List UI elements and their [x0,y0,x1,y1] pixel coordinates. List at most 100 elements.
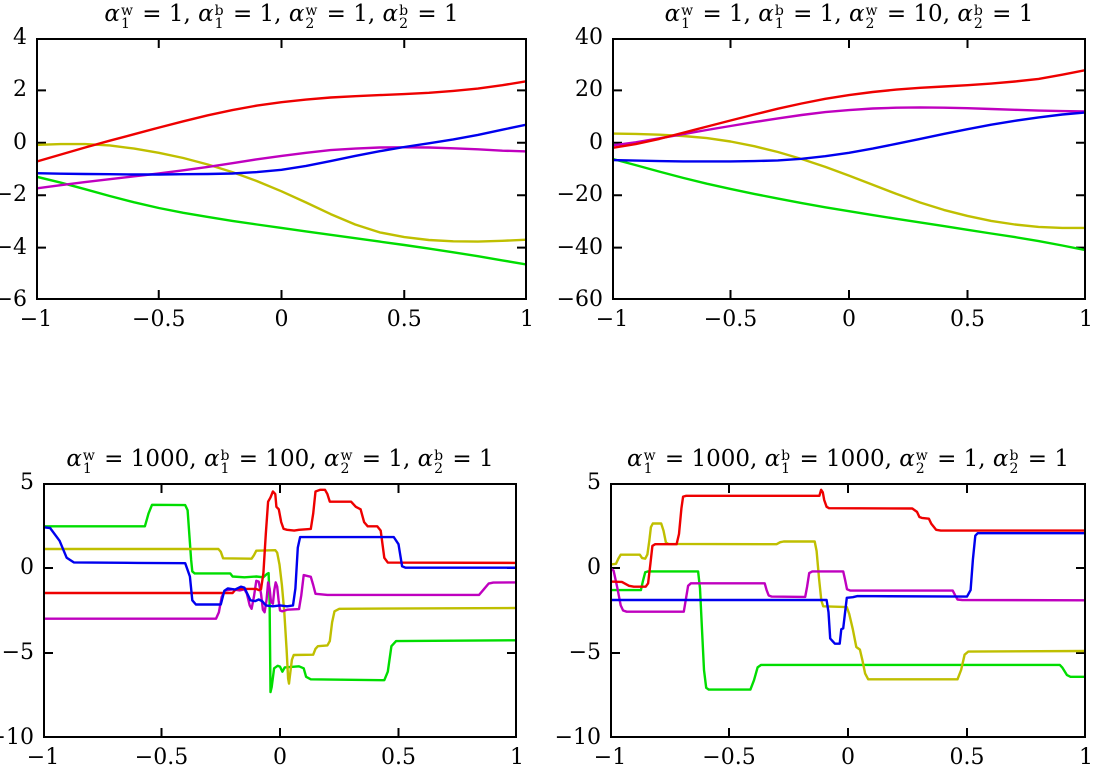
axes-border [43,483,517,738]
alpha-symbol: α [758,0,774,27]
alpha-value: = 1, [695,0,759,27]
alpha-symbol: α [288,0,305,27]
plot-area [43,483,517,738]
y-tick-label: 2 [13,77,27,103]
x-tick-label: 0 [273,745,287,770]
series-line-red [43,488,517,595]
y-tick-label: 0 [20,555,34,580]
alpha-value: = 1000, [657,445,765,472]
series-line-green [36,175,527,266]
alpha-value: = 1000, [792,445,900,472]
y-tick-label: 0 [587,555,601,580]
x-tick-label: 1 [1079,745,1093,770]
y-tick-label: −6 [0,287,27,312]
x-tick-label: 1 [510,745,524,770]
plot-area [36,38,527,300]
y-tick-label: −2 [0,182,27,208]
x-tick-label: 0 [842,307,856,332]
x-tick-label: −0.5 [134,745,189,770]
alpha-symbol: α [899,445,915,472]
alpha-symbol: α [764,445,781,472]
alpha-value: = 1, [319,0,383,27]
x-tick-label: −0.5 [703,307,758,332]
x-tick-label: 1 [1079,307,1093,332]
alpha-value: = 1, [785,0,849,27]
y-tick-label: 0 [13,129,27,155]
alpha-symbol: α [417,445,434,472]
alpha-symbol: α [104,0,120,27]
x-tick-label: 0.5 [386,307,422,332]
y-tick-label: −10 [554,725,601,750]
y-tick-label: 4 [13,25,27,50]
x-tick-label: −1 [595,307,629,332]
x-tick-label: −1 [26,745,60,770]
x-tick-label: −1 [593,745,627,770]
alpha-value: = 1, [225,0,289,27]
series-line-red [612,68,1086,150]
x-tick-label: −1 [19,307,53,332]
series-line-green [612,157,1086,252]
series-line-magenta [610,567,1086,613]
alpha-symbol: α [957,0,973,27]
alpha-value: = 1 [445,445,494,472]
axis-ticks [43,483,517,738]
series-line-green [43,503,517,694]
y-tick-label: 5 [20,470,34,495]
y-tick-label: −10 [0,725,34,750]
plot-area [612,38,1086,300]
y-tick-label: −5 [1,640,34,665]
x-tick-label: 0.5 [949,745,985,770]
alpha-value: = 1 [984,0,1034,27]
x-tick-label: 0.5 [950,307,985,332]
axes-border [610,483,1086,738]
series-line-green [610,570,1086,691]
alpha-symbol: α [627,445,643,472]
series-line-blue [612,111,1086,163]
y-tick-label: −5 [568,640,601,665]
x-tick-label: −0.5 [702,745,756,770]
alpha-symbol: α [66,445,82,472]
y-tick-label: −60 [556,287,603,312]
x-tick-label: 0 [274,307,289,332]
alpha-value: = 1000, [96,445,204,472]
series-line-dark_yellow [43,547,517,685]
alpha-value: = 1 [1020,445,1069,472]
x-tick-label: 1 [520,307,534,332]
series-line-red [610,488,1086,588]
alpha-symbol: α [382,0,399,27]
series-line-magenta [43,573,517,620]
x-tick-label: −0.5 [132,307,186,332]
alpha-value: = 100, [231,445,324,472]
alpha-value: = 1, [354,445,418,472]
y-tick-label: 0 [589,129,603,155]
alpha-symbol: α [848,0,865,27]
y-tick-label: −20 [556,182,603,208]
alpha-symbol: α [992,445,1009,472]
y-tick-label: 40 [575,25,603,50]
series-line-blue [36,123,527,176]
x-tick-label: 0.5 [381,745,416,770]
axis-ticks [610,483,1086,738]
y-tick-label: 5 [587,470,601,495]
series-line-dark_yellow [610,522,1086,681]
alpha-value: = 1, [929,445,993,472]
axis-ticks [36,38,527,300]
